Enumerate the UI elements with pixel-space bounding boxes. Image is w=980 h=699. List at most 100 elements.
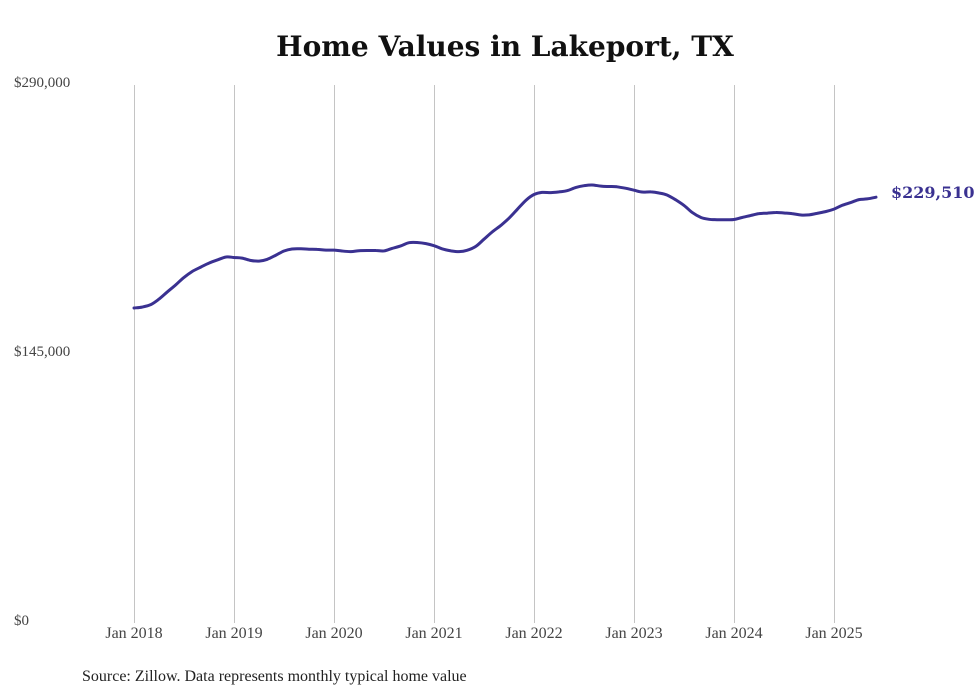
data-point: [608, 186, 610, 188]
data-point: [675, 199, 677, 201]
data-point: [458, 251, 460, 253]
data-point: [200, 266, 202, 268]
gridlines: [134, 85, 835, 623]
y-tick-label: $0: [14, 613, 29, 629]
data-point: [358, 250, 360, 252]
data-point: [641, 191, 643, 193]
data-point: [791, 213, 793, 215]
data-point: [408, 242, 410, 244]
data-point: [225, 256, 227, 258]
data-point: [558, 191, 560, 193]
data-point: [566, 190, 568, 192]
data-point: [616, 186, 618, 188]
data-point: [766, 212, 768, 214]
data-point: [366, 250, 368, 252]
data-point: [800, 214, 802, 216]
data-point: [633, 189, 635, 191]
data-point: [691, 211, 693, 213]
data-point: [450, 250, 452, 252]
data-point: [733, 219, 735, 221]
end-value-label: $229,510: [891, 183, 975, 203]
data-point: [683, 204, 685, 206]
data-point: [141, 306, 143, 308]
data-point: [808, 214, 810, 216]
y-tick-label: $145,000: [14, 344, 71, 360]
data-point: [300, 248, 302, 250]
data-point: [341, 250, 343, 252]
data-point: [400, 245, 402, 247]
data-point: [133, 307, 135, 309]
data-point: [191, 271, 193, 273]
data-point: [658, 192, 660, 194]
data-point: [258, 260, 260, 262]
data-point: [483, 238, 485, 240]
data-point: [291, 248, 293, 250]
data-point: [208, 262, 210, 264]
data-point: [575, 186, 577, 188]
data-point: [816, 212, 818, 214]
data-point: [416, 242, 418, 244]
data-point: [150, 304, 152, 306]
x-tick-label: Jan 2018: [105, 625, 163, 642]
data-point: [433, 245, 435, 247]
data-point: [158, 298, 160, 300]
data-point: [875, 196, 877, 198]
x-tick-label: Jan 2020: [305, 625, 363, 642]
data-point: [283, 250, 285, 252]
x-tick-label: Jan 2022: [505, 625, 563, 642]
x-tick-label: Jan 2021: [405, 625, 463, 642]
data-point: [866, 198, 868, 200]
data-point: [466, 249, 468, 251]
data-point: [841, 204, 843, 206]
data-point: [175, 284, 177, 286]
data-point: [591, 184, 593, 186]
data-point: [441, 248, 443, 250]
data-point: [525, 199, 527, 201]
data-point: [750, 214, 752, 216]
x-tick-label: Jan 2024: [705, 625, 763, 642]
data-point: [166, 291, 168, 293]
data-point: [275, 254, 277, 256]
data-point: [391, 247, 393, 249]
series-line-0: [132, 183, 878, 310]
data-point: [833, 208, 835, 210]
data-point: [491, 231, 493, 233]
x-tick-label: Jan 2023: [605, 625, 663, 642]
data-point: [375, 250, 377, 252]
data-point: [308, 248, 310, 250]
series-group: [132, 183, 878, 310]
x-tick-label: Jan 2025: [805, 625, 863, 642]
data-point: [233, 257, 235, 259]
data-point: [500, 224, 502, 226]
data-point: [716, 219, 718, 221]
data-point: [333, 249, 335, 251]
x-tick-label: Jan 2019: [205, 625, 263, 642]
data-point: [216, 259, 218, 261]
data-point: [541, 191, 543, 193]
source-note: Source: Zillow. Data represents monthly …: [82, 668, 467, 685]
data-point: [241, 257, 243, 259]
data-point: [508, 217, 510, 219]
data-point: [533, 194, 535, 196]
data-point: [600, 185, 602, 187]
data-point: [325, 249, 327, 251]
data-point: [741, 217, 743, 219]
data-point: [550, 192, 552, 194]
data-point: [383, 250, 385, 252]
data-point: [783, 212, 785, 214]
data-point: [725, 219, 727, 221]
data-point: [625, 187, 627, 189]
data-point: [583, 185, 585, 187]
data-point: [183, 276, 185, 278]
data-point: [666, 194, 668, 196]
data-point: [250, 260, 252, 262]
data-point: [825, 211, 827, 213]
data-point: [475, 245, 477, 247]
data-point: [708, 218, 710, 220]
data-point: [350, 251, 352, 253]
data-point: [650, 191, 652, 193]
data-point: [266, 258, 268, 260]
chart-title: Home Values in Lakeport, TX: [276, 30, 734, 63]
data-point: [758, 213, 760, 215]
